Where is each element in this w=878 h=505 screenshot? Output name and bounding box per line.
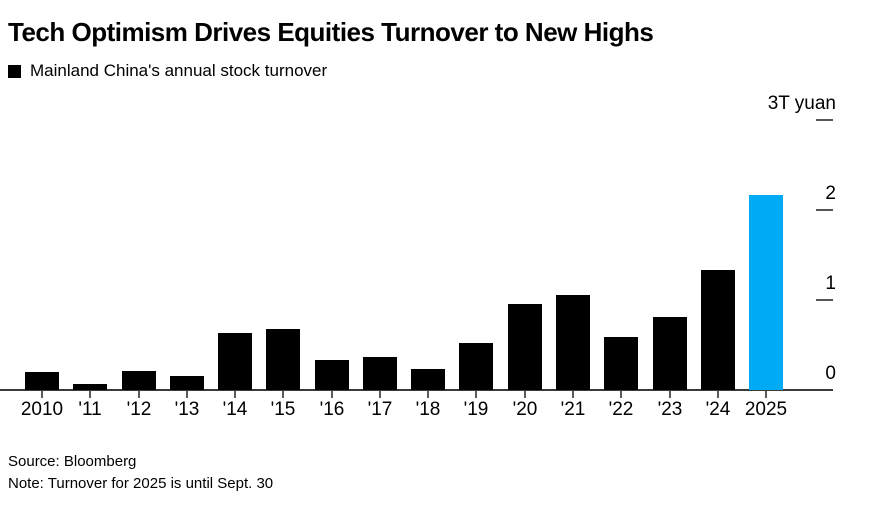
- y-axis-label: 3T yuan: [767, 93, 836, 114]
- y-axis-tick: [816, 299, 833, 301]
- chart-legend: Mainland China's annual stock turnover: [8, 62, 327, 80]
- y-axis-tick: [816, 209, 833, 211]
- x-axis-label: '20: [512, 399, 538, 420]
- x-axis-tick: [89, 391, 91, 398]
- bar: [363, 357, 397, 390]
- x-axis-label: '12: [126, 399, 152, 420]
- chart-title: Tech Optimism Drives Equities Turnover t…: [8, 17, 654, 47]
- x-axis-label: 2010: [20, 399, 64, 420]
- x-axis-tick: [427, 391, 429, 398]
- x-axis-tick: [379, 391, 381, 398]
- x-axis-label: '21: [560, 399, 586, 420]
- x-axis-label: '15: [270, 399, 296, 420]
- x-axis-label: '17: [367, 399, 393, 420]
- bar: [122, 371, 156, 390]
- x-axis-label: '11: [78, 399, 102, 420]
- legend-swatch-icon: [8, 64, 21, 78]
- x-axis-tick: [138, 391, 140, 398]
- x-axis-tick: [669, 391, 671, 398]
- y-axis-label: 0: [825, 363, 836, 384]
- x-axis-tick: [572, 391, 574, 398]
- source-line: Source: Bloomberg: [8, 453, 137, 470]
- legend-label: Mainland China's annual stock turnover: [30, 61, 328, 80]
- x-axis-tick: [186, 391, 188, 398]
- bar: [556, 295, 590, 390]
- chart-footer: Source: Bloomberg Note: Turnover for 202…: [8, 451, 868, 495]
- bar: [170, 376, 204, 390]
- note-line: Note: Turnover for 2025 is until Sept. 3…: [8, 475, 274, 492]
- y-axis-label: 1: [825, 273, 836, 294]
- y-axis-label: 2: [825, 183, 836, 204]
- x-axis-tick: [524, 391, 526, 398]
- x-axis-tick: [41, 391, 43, 398]
- x-axis-line: [0, 389, 833, 391]
- bar: [604, 337, 638, 390]
- x-axis-label: '18: [415, 399, 441, 420]
- bar: [266, 329, 300, 390]
- x-axis-tick: [282, 391, 284, 398]
- x-axis-label: '19: [463, 399, 489, 420]
- x-axis-tick: [331, 391, 333, 398]
- x-axis-tick: [765, 391, 767, 398]
- x-axis-label: '22: [608, 399, 634, 420]
- bar: [25, 372, 59, 390]
- x-axis-label: '16: [319, 399, 345, 420]
- bar: [73, 384, 107, 390]
- bar: [653, 317, 687, 390]
- x-axis-tick: [475, 391, 477, 398]
- bar: [218, 333, 252, 390]
- x-axis-label: '14: [222, 399, 248, 420]
- bar: [411, 369, 445, 390]
- x-axis-label: 2025: [744, 399, 788, 420]
- bar: [459, 343, 493, 390]
- bar: [508, 304, 542, 390]
- x-axis-tick: [620, 391, 622, 398]
- y-axis-tick: [816, 119, 833, 121]
- x-axis-label: '24: [705, 399, 731, 420]
- x-axis-label: '13: [174, 399, 200, 420]
- bar: [701, 270, 735, 390]
- bar: [749, 195, 783, 390]
- bar: [315, 360, 349, 390]
- x-axis-tick: [717, 391, 719, 398]
- x-axis-label: '23: [657, 399, 683, 420]
- x-axis-tick: [234, 391, 236, 398]
